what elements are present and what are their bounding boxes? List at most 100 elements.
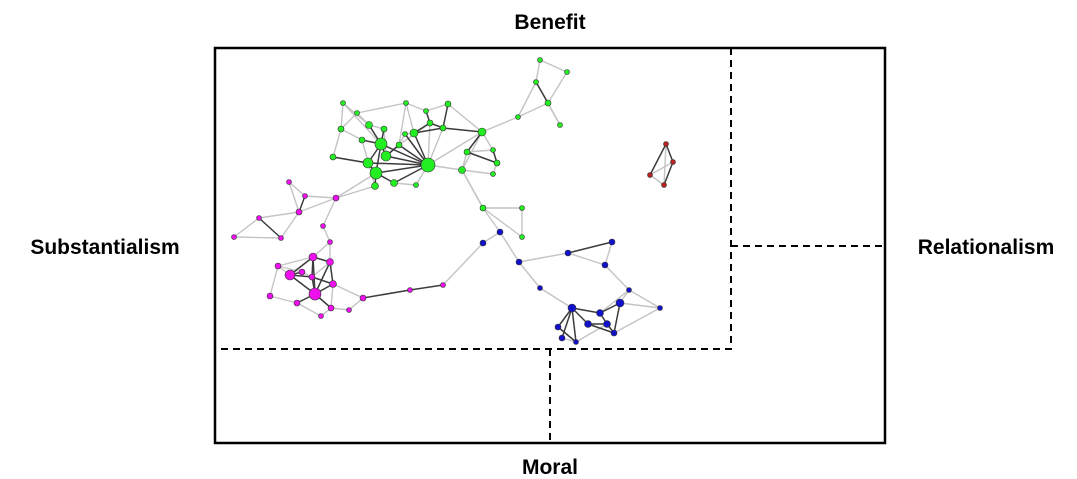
label-moral: Moral — [522, 456, 578, 479]
network-edge — [517, 81, 537, 118]
network-edge — [539, 59, 568, 73]
label-benefit: Benefit — [514, 11, 585, 34]
network-edge — [409, 284, 444, 291]
quadrant-frame — [213, 46, 887, 445]
network-node — [663, 141, 669, 147]
network-edge — [442, 242, 484, 286]
network-node — [544, 99, 552, 107]
network-edge — [604, 264, 630, 291]
network-node — [661, 182, 667, 188]
network-node — [584, 320, 592, 328]
network-edge — [619, 302, 661, 309]
network-edge — [427, 131, 483, 166]
network-edge — [258, 217, 282, 239]
network-node — [603, 320, 611, 328]
network-node — [266, 292, 274, 300]
network-edge — [604, 241, 613, 266]
network-edge — [296, 302, 322, 317]
network-edge — [649, 174, 665, 186]
network-node — [286, 179, 292, 185]
network-edge — [567, 241, 613, 254]
network-edge — [380, 143, 429, 166]
network-node — [403, 100, 409, 106]
network-node — [374, 137, 388, 151]
network-edge — [233, 236, 282, 239]
network-node — [463, 148, 471, 156]
network-node — [558, 334, 566, 342]
network-edge — [335, 185, 376, 199]
network-edge — [665, 143, 674, 163]
network-node — [670, 159, 676, 165]
network-node — [608, 238, 616, 246]
network-edges — [233, 59, 674, 343]
network-edge — [461, 169, 484, 209]
network-node — [278, 235, 284, 241]
network-edge — [332, 128, 342, 158]
network-edge — [277, 256, 314, 267]
network-node — [490, 171, 496, 177]
network-edge — [482, 207, 523, 238]
network-edge — [398, 102, 407, 146]
network-edge — [322, 197, 337, 227]
network-edge — [425, 103, 449, 112]
label-relationalism: Relationalism — [918, 236, 1055, 259]
network-node — [596, 309, 604, 317]
network-node — [284, 269, 296, 281]
network-node — [308, 273, 316, 281]
network-node — [477, 127, 487, 137]
network-edge — [613, 302, 621, 334]
network-edge — [547, 71, 568, 104]
network-edge — [332, 283, 364, 299]
network-edge — [340, 102, 344, 130]
network-edge — [518, 261, 541, 289]
network-node — [329, 280, 337, 288]
network-edge — [288, 181, 306, 197]
network-edge — [332, 156, 369, 164]
network-node — [390, 179, 398, 187]
network-edge — [557, 326, 577, 343]
network-edge — [269, 295, 298, 304]
network-node — [490, 147, 496, 153]
network-node — [444, 100, 452, 108]
network-node — [295, 208, 303, 216]
network-edge — [561, 307, 573, 339]
network-node — [327, 304, 335, 312]
network-node — [362, 157, 374, 169]
label-substantialism: Substantialism — [30, 236, 179, 259]
network-node — [537, 285, 543, 291]
network-edge — [663, 161, 674, 186]
network-node — [519, 234, 525, 240]
network-node — [440, 282, 446, 288]
network-node — [293, 299, 301, 307]
network-node — [493, 159, 501, 167]
network-node — [354, 110, 360, 116]
network-edge — [322, 225, 331, 243]
network-edge — [330, 283, 334, 309]
network-node — [554, 323, 562, 331]
network-node — [326, 258, 334, 266]
network-edge — [269, 265, 279, 297]
network-edge — [362, 289, 411, 299]
network-node — [439, 124, 447, 132]
network-edge — [571, 307, 601, 314]
network-node — [458, 166, 466, 174]
network-edge — [518, 252, 569, 263]
network-node — [395, 141, 403, 149]
network-node — [380, 150, 392, 162]
network-edge — [356, 102, 407, 114]
network-edge — [447, 103, 483, 133]
network-node — [515, 114, 521, 120]
network-node — [479, 239, 487, 247]
network-edge — [663, 143, 667, 186]
network-edge — [649, 161, 674, 176]
network-edge — [517, 102, 549, 118]
network-node — [420, 157, 436, 173]
network-node — [369, 166, 383, 180]
network-edge — [482, 231, 501, 244]
network-node — [413, 182, 419, 188]
network-edge — [535, 59, 541, 83]
network-nodes — [231, 57, 676, 345]
network-edge — [340, 128, 363, 141]
network-node — [564, 69, 570, 75]
